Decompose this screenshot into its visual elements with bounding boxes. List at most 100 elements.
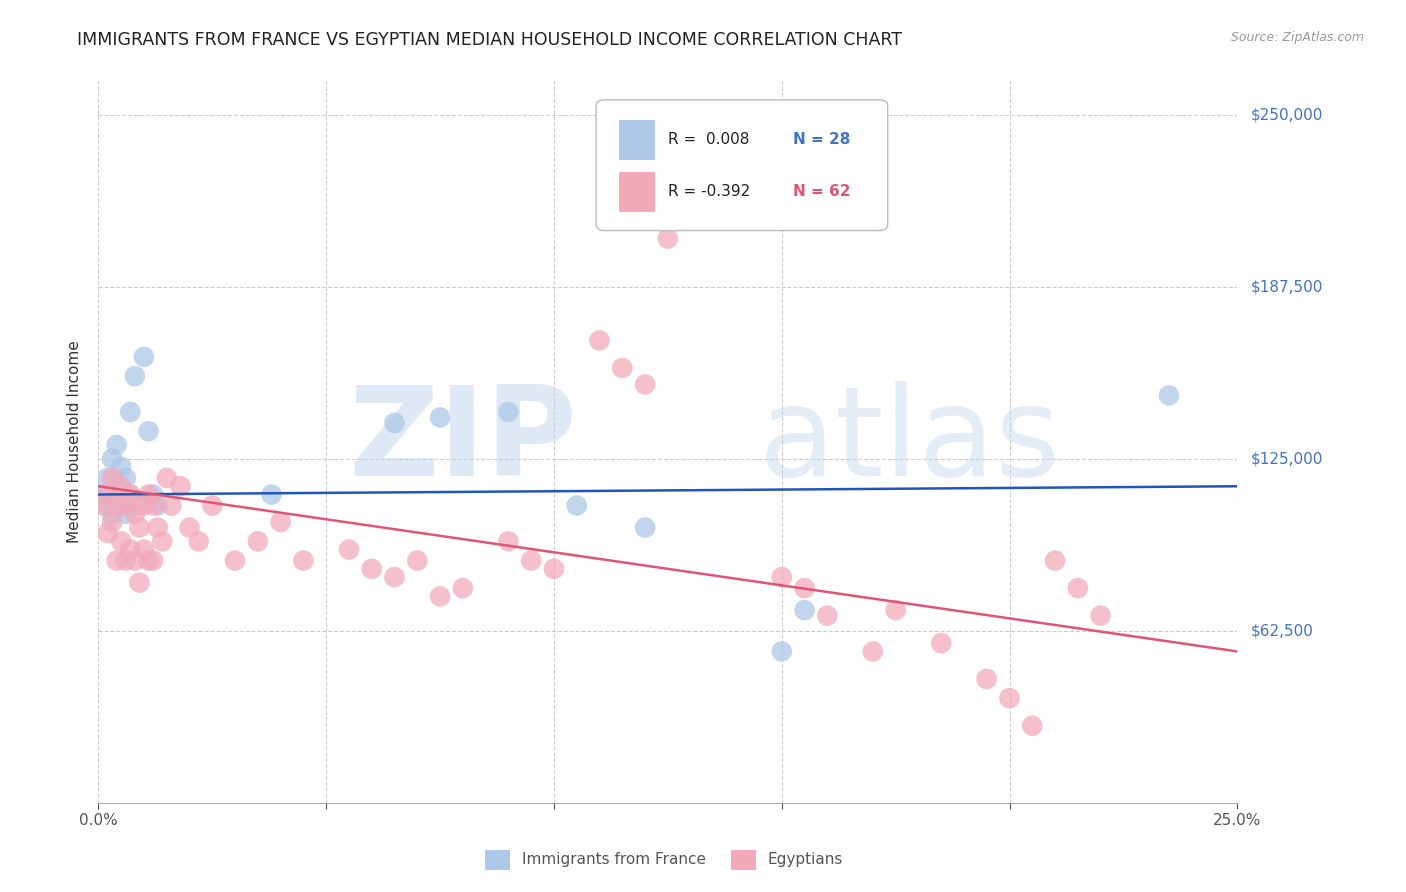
Point [360,562,382,576]
Point [101,507,124,521]
Point [105,479,128,493]
Point [138,553,160,567]
Text: $62,500: $62,500 [1251,624,1315,639]
Point [138,487,160,501]
Point [120,542,142,557]
Point [110,479,132,493]
Point [770,644,793,658]
Text: IMMIGRANTS FROM FRANCE VS EGYPTIAN MEDIAN HOUSEHOLD INCOME CORRELATION CHART: IMMIGRANTS FROM FRANCE VS EGYPTIAN MEDIA… [77,31,903,49]
Point [132,499,155,513]
Point [142,487,165,501]
Text: N = 62: N = 62 [793,184,851,199]
Point [201,499,224,513]
Point [179,520,201,534]
Point [815,608,838,623]
Point [246,534,269,549]
Point [101,515,124,529]
Point [110,534,132,549]
Text: atlas: atlas [759,381,1062,502]
Point [146,520,169,534]
Point [120,405,142,419]
Point [114,553,136,567]
Point [1021,719,1043,733]
Point [101,451,124,466]
Point [543,562,565,576]
Point [160,499,183,513]
Point [1043,553,1066,567]
Point [128,575,150,590]
Point [105,499,128,513]
Point [132,350,155,364]
Point [1090,608,1112,623]
Point [114,507,136,521]
Point [498,405,520,419]
Text: $125,000: $125,000 [1251,451,1323,467]
Point [1157,388,1180,402]
Point [105,553,128,567]
Point [96,487,118,501]
Text: Source: ZipAtlas.com: Source: ZipAtlas.com [1230,31,1364,45]
Point [429,590,451,604]
Point [770,570,793,584]
Point [520,553,543,567]
Point [270,515,292,529]
Point [110,499,132,513]
Point [105,438,128,452]
Point [260,487,283,501]
Text: Egyptians: Egyptians [768,853,844,867]
Point [124,553,146,567]
Point [91,487,114,501]
Point [292,553,315,567]
Point [114,499,136,513]
Point [862,644,884,658]
Point [101,471,124,485]
Point [138,424,160,438]
Point [406,553,429,567]
Point [132,542,155,557]
Y-axis label: Median Household Income: Median Household Income [67,340,83,543]
Point [384,570,406,584]
FancyBboxPatch shape [596,100,887,230]
Point [725,162,748,177]
Point [998,691,1021,706]
Bar [619,120,655,160]
Point [588,334,610,348]
Bar [619,172,655,211]
Point [96,526,118,541]
Point [884,603,907,617]
Point [114,471,136,485]
Point [1067,581,1090,595]
Point [657,231,679,245]
Point [451,581,474,595]
Point [793,581,815,595]
Point [337,542,360,557]
Point [634,520,657,534]
Point [110,460,132,475]
Point [120,487,142,501]
Point [612,360,634,375]
Point [793,603,815,617]
Point [128,520,150,534]
Text: $187,500: $187,500 [1251,279,1323,294]
Point [498,534,520,549]
Text: ZIP: ZIP [349,381,576,502]
Text: R =  0.008: R = 0.008 [668,132,749,147]
Text: N = 28: N = 28 [793,132,851,147]
Point [96,499,118,513]
Point [91,499,114,513]
Text: Immigrants from France: Immigrants from France [522,853,706,867]
Point [565,499,588,513]
Point [142,553,165,567]
Point [679,204,702,219]
Point [124,369,146,384]
Point [224,553,246,567]
Point [124,507,146,521]
Point [976,672,998,686]
Text: $250,000: $250,000 [1251,107,1323,122]
Point [634,377,657,392]
Point [384,416,406,430]
Point [187,534,209,549]
Point [169,479,191,493]
Point [120,487,142,501]
Text: R = -0.392: R = -0.392 [668,184,749,199]
